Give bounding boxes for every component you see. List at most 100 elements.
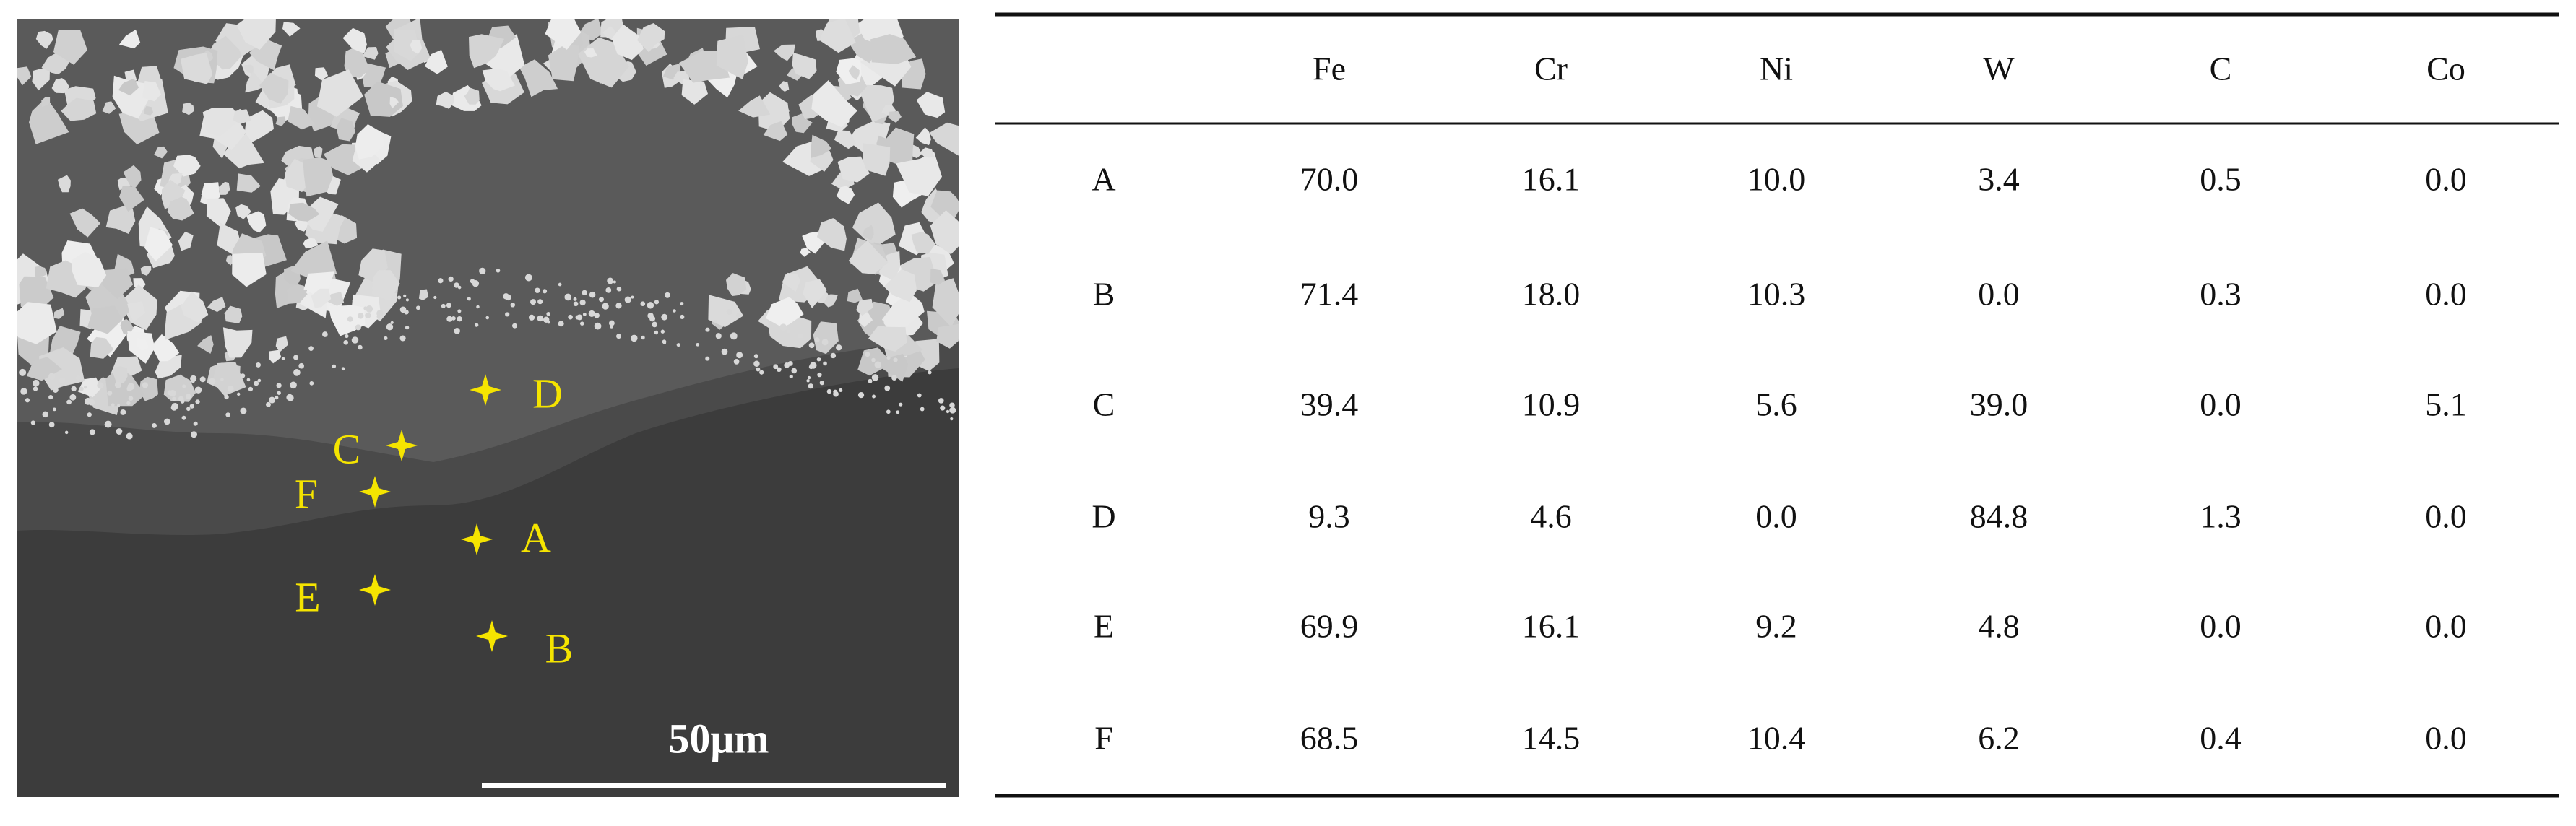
fine-particle <box>89 429 95 435</box>
fine-particle <box>705 327 710 332</box>
fine-particle <box>830 352 837 359</box>
fine-particle <box>117 404 121 407</box>
fine-particle <box>662 341 667 345</box>
fine-particle <box>808 342 815 349</box>
carbide <box>178 231 194 251</box>
cell: 39.4 <box>1300 386 1359 423</box>
fine-particle <box>568 314 573 320</box>
fine-particle <box>833 391 839 397</box>
fine-particle <box>505 312 510 317</box>
fine-particle <box>345 334 349 339</box>
carbide <box>916 92 946 118</box>
cell: 71.4 <box>1300 276 1359 313</box>
carbide <box>303 157 334 197</box>
carbide <box>394 29 420 61</box>
carbide <box>53 308 65 319</box>
fine-particle <box>680 314 685 320</box>
fine-particle <box>170 404 178 411</box>
fine-particle <box>631 334 638 342</box>
fine-particle <box>823 361 827 366</box>
fine-particle <box>48 422 55 428</box>
cell: 5.1 <box>2425 386 2467 423</box>
row-label: D <box>1092 498 1115 535</box>
carbide <box>244 64 254 74</box>
carbide <box>811 134 832 158</box>
fine-particle <box>857 391 865 399</box>
carbide <box>637 23 665 53</box>
carbide <box>779 81 790 92</box>
fine-particle <box>257 378 262 383</box>
fine-particle <box>787 360 793 366</box>
carbide <box>311 288 332 308</box>
fine-particle <box>665 292 670 298</box>
carbide <box>907 170 934 191</box>
carbide <box>436 92 454 109</box>
carbide <box>32 66 51 91</box>
fine-particle <box>246 378 251 382</box>
carbide <box>26 357 62 381</box>
carbide <box>61 97 97 121</box>
carbide <box>218 181 230 195</box>
fine-particle <box>190 431 197 438</box>
fine-particle <box>52 407 56 412</box>
carbide <box>113 366 128 383</box>
carbide <box>324 144 364 175</box>
carbide <box>708 295 744 328</box>
carbide <box>105 205 136 234</box>
fine-particle <box>647 313 654 319</box>
fine-particle <box>756 367 761 372</box>
fine-particle <box>446 316 453 322</box>
fine-particle <box>928 370 932 375</box>
carbide <box>202 108 241 137</box>
carbide <box>792 53 817 79</box>
fine-particle <box>142 382 149 388</box>
fine-particle <box>111 403 115 407</box>
fine-particle <box>696 342 700 347</box>
fine-particle <box>84 397 92 405</box>
fine-particle <box>266 401 271 407</box>
carbide <box>912 144 922 159</box>
cell: 0.0 <box>2425 498 2467 535</box>
carbide <box>201 182 220 204</box>
fine-particle <box>438 278 444 284</box>
carbide <box>245 71 265 93</box>
fine-particle <box>676 343 680 347</box>
carbide <box>362 47 379 60</box>
carbide <box>119 186 144 212</box>
point-label: D <box>532 370 563 417</box>
carbide <box>295 300 309 310</box>
point-label: A <box>521 514 551 561</box>
fine-particle <box>535 287 540 293</box>
fine-particle <box>647 302 654 309</box>
fine-particle <box>107 390 113 396</box>
fine-particle <box>293 369 301 376</box>
carbide <box>118 29 141 49</box>
carbide <box>930 190 959 219</box>
fine-particle <box>386 323 394 331</box>
carbide <box>418 289 429 300</box>
carbide <box>364 81 403 117</box>
fine-particle <box>97 382 104 389</box>
cell: 5.6 <box>1755 386 1797 423</box>
column-header: Cr <box>1534 51 1568 87</box>
fine-particle <box>475 323 479 327</box>
fine-particle <box>779 323 787 331</box>
carbide <box>182 103 194 116</box>
fine-particle <box>321 331 328 337</box>
fine-particle <box>865 352 870 357</box>
fine-particle <box>33 386 38 391</box>
carbide <box>816 218 847 251</box>
carbide <box>548 44 580 82</box>
fine-particle <box>343 339 349 345</box>
fine-particle <box>524 274 532 282</box>
carbide <box>173 155 201 177</box>
fine-particle <box>384 336 388 340</box>
carbide <box>813 321 839 355</box>
fine-particle <box>896 410 900 414</box>
fine-particle <box>87 412 92 417</box>
fine-particle <box>573 301 579 307</box>
fine-particle <box>309 381 314 386</box>
carbide <box>275 116 286 126</box>
fine-particle <box>269 396 276 404</box>
